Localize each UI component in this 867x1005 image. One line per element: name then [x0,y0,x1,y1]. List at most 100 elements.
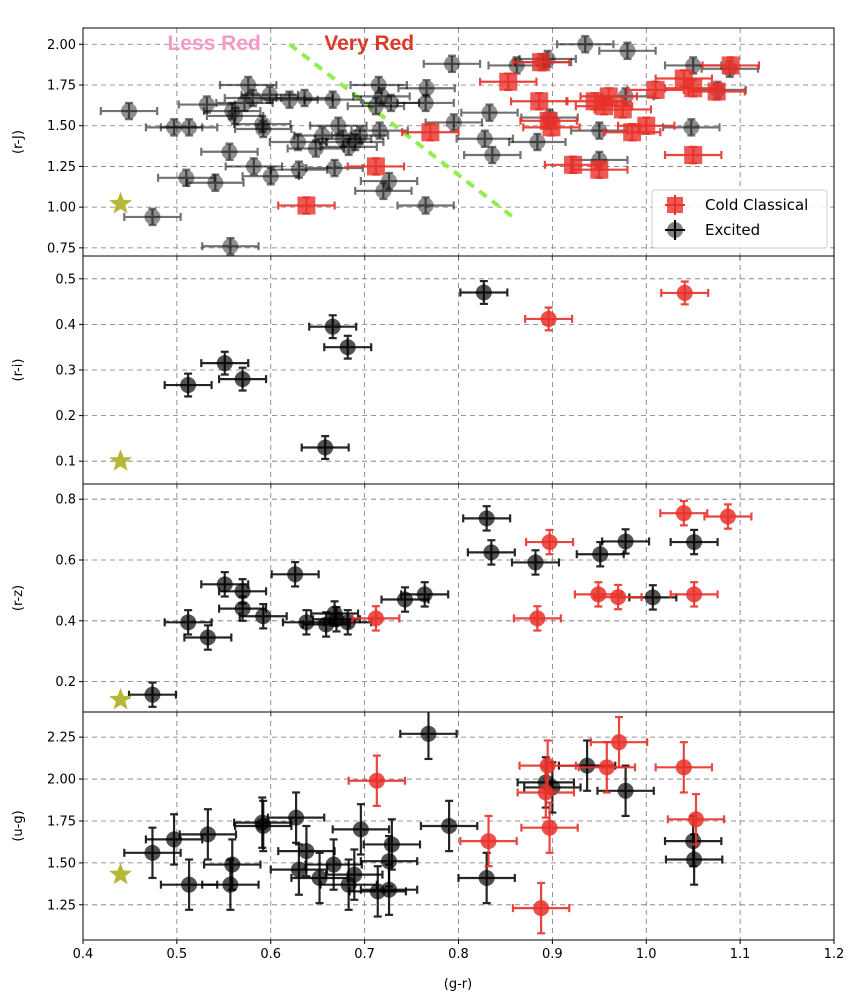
excited-point [417,94,434,111]
excited-point [199,826,216,843]
cold-classical-point [541,534,558,551]
y-axis-label: (r-z) [11,585,26,611]
y-tick-label: 0.6 [55,554,76,569]
y-tick-label: 1.75 [47,814,76,829]
error-bar [233,119,293,139]
y-tick-label: 0.3 [55,364,76,379]
excited-point [478,510,495,527]
cold-classical-point [421,123,440,142]
y-axis-label: (r-i) [11,359,26,382]
excited-point [441,818,458,834]
star-marker [109,862,132,885]
cold-classical-point [676,284,693,301]
cold-classical-point [598,759,615,776]
y-tick-label: 1.25 [47,160,76,175]
error-bar [241,166,301,186]
cold-classical-point [590,160,609,179]
star-marker [109,449,132,471]
cold-classical-point [610,589,627,606]
cold-classical-point [367,610,384,627]
excited-point [221,143,238,160]
error-bar [359,171,419,191]
y-tick-label: 1.00 [47,201,76,216]
x-tick-label: 0.6 [260,947,281,962]
excited-point [373,88,390,105]
y-tick-label: 1.50 [47,119,76,134]
excited-point [216,576,233,593]
error-bar [319,137,378,157]
excited-point [234,600,251,617]
error-bar [159,118,219,137]
y-tick-label: 1.75 [47,79,76,94]
x-tick-label: 0.9 [542,947,563,962]
excited-point [686,534,703,551]
panel-2: 0.1 0.2 0.3 0.4 0.5 (r-i) [11,255,835,488]
error-bar [224,157,284,176]
excited-point [287,566,304,583]
excited-point [579,757,596,774]
cold-classical-point [719,508,736,525]
x-tick-label: 0.8 [448,947,469,962]
error-bar [303,90,362,109]
excited-point [216,355,233,372]
error-bar [346,96,406,116]
cold-classical-point [637,116,656,135]
less-red-annotation: Less Red [167,32,260,55]
cold-classical-point [611,734,628,751]
y-tick-label: 2.00 [47,38,76,53]
cold-classical-point [684,79,703,98]
cold-classical-point [541,819,558,836]
excited-point [617,533,634,550]
cold-classical-point [564,155,583,174]
excited-point [686,851,703,868]
error-bar [396,93,455,113]
y-tick-label: 2.00 [47,773,76,788]
error-bar [455,129,515,148]
cold-classical-point [499,72,518,91]
panel-frame [82,711,835,941]
legend-label-excited: Excited [705,221,760,239]
cold-classical-point [539,111,558,130]
excited-point [181,876,198,893]
excited-point [244,90,261,107]
y-tick-label: 0.2 [55,675,76,690]
x-tick-label: 0.5 [167,947,188,962]
cold-classical-point [532,53,551,72]
error-bar [186,173,245,192]
cold-classical-point [480,833,497,850]
star-marker [109,687,132,710]
excited-point [311,869,328,886]
legend: Cold Classical Excited [651,189,828,249]
error-bar [286,139,346,158]
cold-classical-point [686,586,703,603]
error-bar [218,75,278,95]
cold-classical-point [623,123,642,142]
excited-point [685,57,702,74]
error-bar [305,158,364,178]
error-bar [598,41,657,61]
excited-point [324,91,341,108]
cold-classical-point [707,82,726,101]
error-bar [662,118,721,137]
x-tick-label: 0.7 [354,947,375,962]
excited-point [418,80,435,97]
excited-point [234,583,251,600]
excited-point [144,208,161,225]
error-bar [200,142,259,162]
error-bar [396,196,455,215]
excited-point [317,439,334,456]
excited-point [339,339,356,356]
excited-point [290,161,307,178]
excited-point [181,119,198,136]
excited-point [222,876,239,893]
excited-point [255,120,272,137]
error-bar [309,116,368,135]
cold-classical-point [368,772,385,789]
excited-point [619,42,636,59]
star-marker [109,191,132,214]
y-tick-label: 0.5 [55,272,76,287]
error-bar [463,145,522,165]
excited-point [207,174,224,191]
cold-classical-point [533,900,550,917]
cold-classical-point [539,757,556,774]
